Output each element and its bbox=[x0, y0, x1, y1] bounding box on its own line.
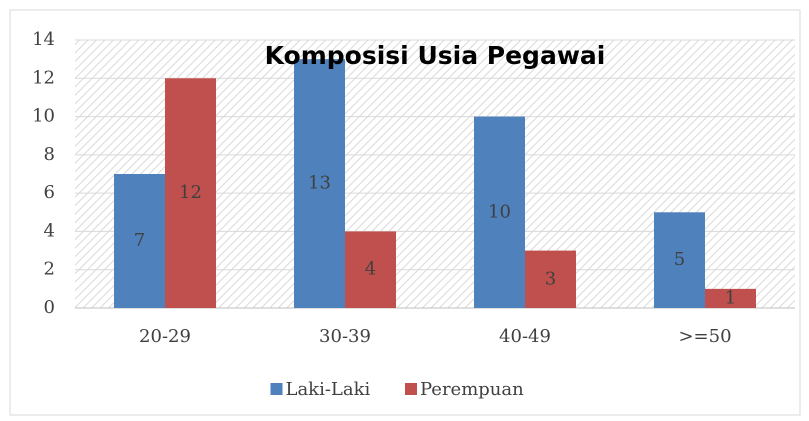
bar bbox=[294, 59, 345, 309]
bar bbox=[114, 174, 165, 308]
legend-swatch bbox=[270, 383, 283, 395]
bar bbox=[474, 116, 525, 308]
y-tick-label: 4 bbox=[44, 220, 55, 241]
data-label: 3 bbox=[545, 268, 556, 289]
bar bbox=[654, 212, 705, 308]
y-tick-label: 12 bbox=[32, 67, 55, 88]
y-tick-label: 0 bbox=[44, 297, 55, 318]
y-tick-label: 8 bbox=[44, 144, 55, 165]
y-tick-label: 2 bbox=[44, 259, 55, 280]
data-label: 10 bbox=[488, 201, 511, 222]
legend-label: Perempuan bbox=[420, 379, 524, 400]
data-label: 12 bbox=[179, 182, 202, 203]
chart-title: Komposisi Usia Pegawai bbox=[265, 41, 606, 70]
legend-swatch bbox=[405, 383, 417, 395]
bar bbox=[705, 288, 756, 308]
data-label: 1 bbox=[725, 287, 736, 308]
bar bbox=[525, 250, 576, 308]
x-tick-label: 30-39 bbox=[319, 326, 371, 347]
data-label: 13 bbox=[308, 173, 331, 194]
legend-label: Laki-Laki bbox=[286, 379, 371, 400]
bar bbox=[165, 78, 216, 309]
data-label: 7 bbox=[134, 230, 145, 251]
y-tick-label: 14 bbox=[32, 29, 55, 50]
x-tick-label: 20-29 bbox=[139, 326, 191, 347]
data-label: 5 bbox=[674, 249, 685, 270]
bar bbox=[345, 231, 396, 308]
y-tick-label: 10 bbox=[32, 106, 55, 127]
x-tick-label: 40-49 bbox=[499, 326, 551, 347]
data-label: 4 bbox=[365, 259, 376, 280]
y-tick-label: 6 bbox=[44, 182, 55, 203]
x-tick-label: >=50 bbox=[678, 326, 731, 347]
